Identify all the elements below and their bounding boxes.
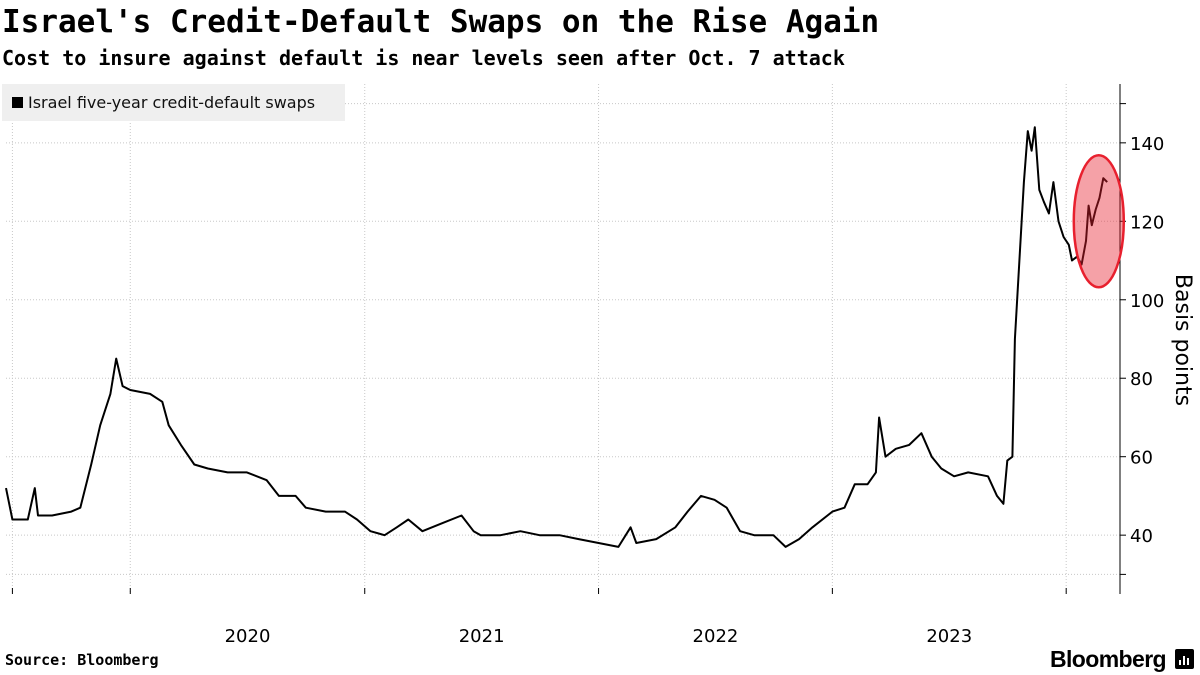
y-tick-label: 40	[1130, 526, 1153, 547]
chart-subtitle: Cost to insure against default is near l…	[2, 46, 845, 70]
axes: 40 60 80 100 120 140 2020 2021 2022 2023	[11, 84, 1164, 647]
series-lines	[5, 126, 1108, 548]
legend-swatch	[12, 97, 23, 108]
y-tick-label: 100	[1130, 291, 1164, 312]
highlight-layer	[1072, 154, 1126, 289]
y-tick-label: 60	[1130, 448, 1153, 469]
x-tick-label: 2021	[459, 626, 505, 647]
chart-title: Israel's Credit-Default Swaps on the Ris…	[2, 4, 880, 40]
series-line	[5, 126, 1108, 548]
highlight-circle	[1072, 154, 1126, 289]
y-tick-label: 80	[1130, 369, 1153, 390]
x-tick-label: 2022	[693, 626, 739, 647]
legend-label: Israel five-year credit-default swaps	[28, 93, 316, 112]
bloomberg-logo: Bloomberg	[1050, 646, 1167, 672]
y-tick-label: 120	[1130, 212, 1164, 233]
x-tick-label: 2023	[926, 626, 972, 647]
x-tick-label: 2020	[225, 626, 271, 647]
legend: Israel five-year credit-default swaps	[2, 84, 345, 121]
gridlines	[6, 84, 1120, 594]
bloomberg-terminal-icon	[1175, 649, 1194, 669]
y-tick-label: 140	[1130, 134, 1164, 155]
y-axis-label: Basis points	[1170, 274, 1195, 406]
source-note: Source: Bloomberg	[5, 651, 159, 669]
